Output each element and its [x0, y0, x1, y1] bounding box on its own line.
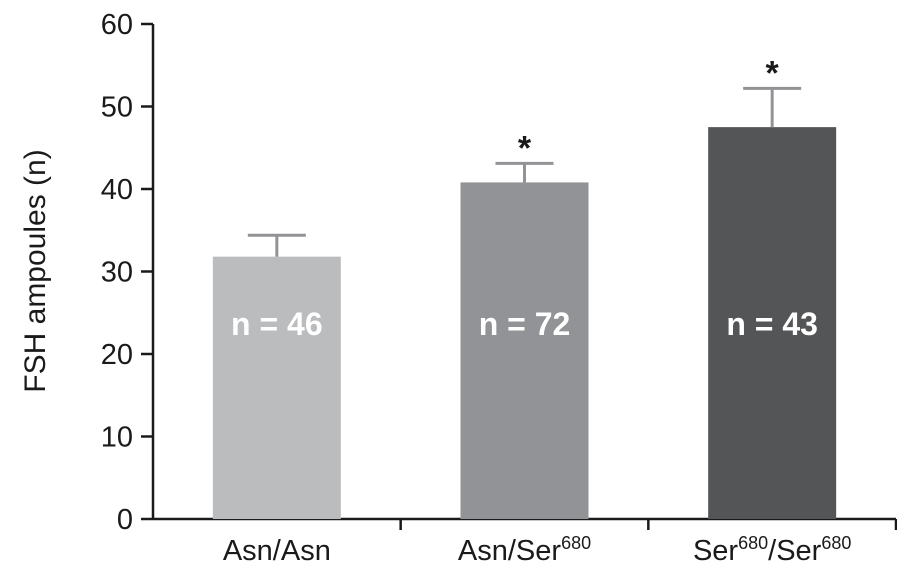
y-ticks: 0 10 20 30 40 50 60 [101, 9, 153, 536]
y-tick-label: 40 [101, 174, 133, 206]
bar-n-label: n = 72 [479, 306, 571, 342]
y-tick-label: 10 [101, 422, 133, 454]
y-tick-label: 60 [101, 9, 133, 41]
bar-n-label: n = 43 [726, 306, 818, 342]
y-tick-label: 20 [101, 339, 133, 371]
bar-2 [460, 182, 589, 519]
x-tick-label: Ser680/Ser680 [693, 533, 851, 567]
y-tick-label: 50 [101, 92, 133, 124]
bar-labels: n = 46 Asn/Asn * n = 72 Asn/Ser680 * n = 43 Ser… [223, 54, 852, 567]
y-tick-label: 30 [101, 257, 133, 289]
x-ticks [399, 519, 897, 530]
bar-n-label: n = 46 [231, 306, 323, 342]
significance-marker: * [766, 54, 780, 92]
error-bars [247, 86, 802, 257]
bars [212, 127, 837, 519]
bar-1 [212, 256, 341, 519]
bar-3 [708, 127, 837, 519]
x-tick-label: Asn/Ser680 [458, 533, 591, 567]
y-tick-label: 0 [117, 504, 133, 536]
significance-marker: * [518, 129, 532, 167]
y-axis-label: FSH ampoules (n) [19, 149, 52, 392]
x-tick-label: Asn/Asn [223, 535, 331, 567]
